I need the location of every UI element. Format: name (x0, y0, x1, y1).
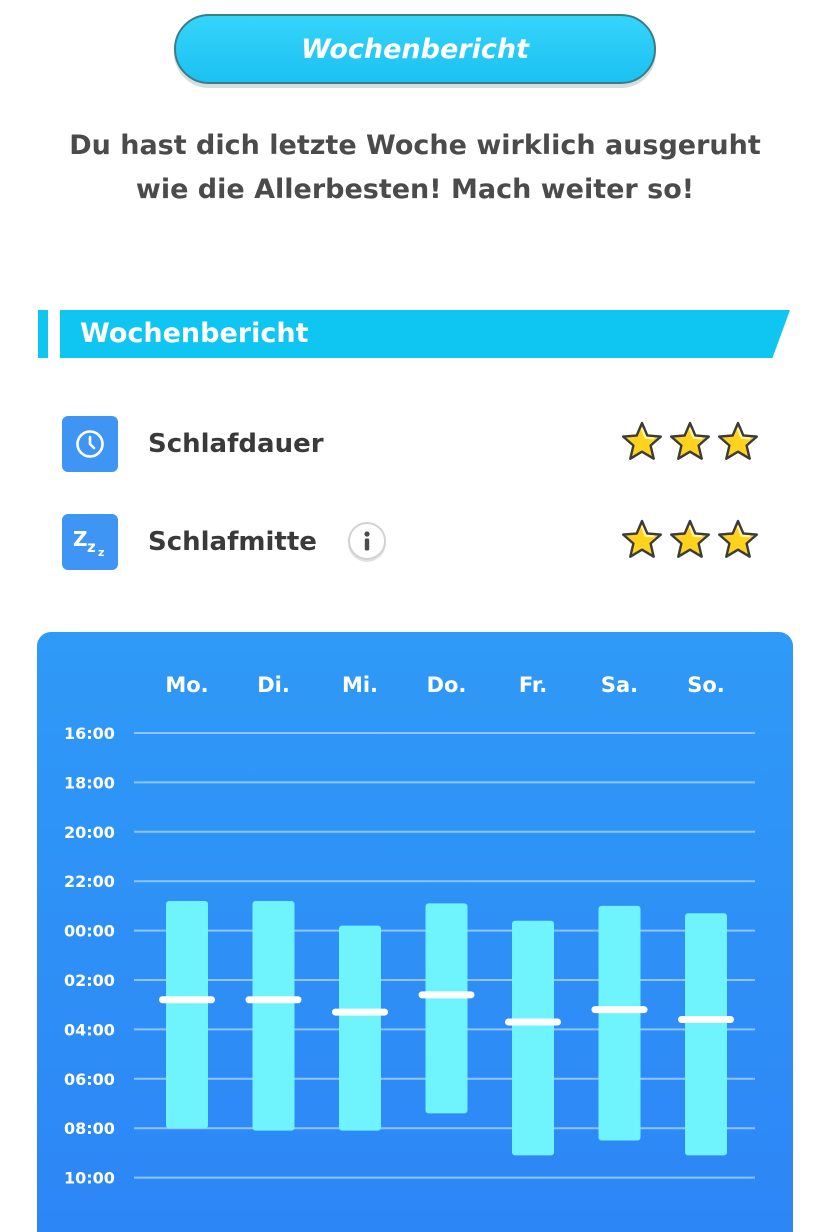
star-icon (718, 421, 758, 460)
sleep-midpoint-marker (418, 991, 475, 999)
rating-label: Schlafdauer (148, 429, 324, 459)
star-icon (718, 519, 758, 558)
y-tick-label: 02:00 (64, 971, 115, 990)
star-icon (622, 421, 662, 460)
summary-line-1: Du hast dich letzte Woche wirklich ausge… (69, 130, 761, 161)
day-label: Fr. (519, 673, 547, 697)
day-label: Mo. (165, 673, 208, 697)
star-icon (670, 519, 710, 558)
y-tick-label: 00:00 (64, 922, 115, 941)
info-icon[interactable] (348, 522, 386, 560)
sleep-bar (598, 905, 641, 1141)
star-rating (620, 420, 760, 464)
day-label: Mi. (342, 673, 378, 697)
star-rating (620, 518, 760, 562)
day-label: Sa. (601, 673, 638, 697)
section-header-background (60, 310, 790, 358)
sleep-midpoint-marker (245, 996, 302, 1004)
sleep-midpoint-marker (678, 1016, 734, 1024)
sleep-bar (425, 903, 468, 1114)
header-banner: Wochenbericht (174, 14, 656, 84)
y-tick-label: 20:00 (64, 823, 115, 842)
star-icon (622, 519, 662, 558)
y-tick-label: 08:00 (64, 1119, 115, 1138)
sleep-midpoint-marker (591, 1006, 648, 1014)
summary-line-2: wie die Allerbesten! Mach weiter so! (135, 174, 695, 205)
clock-icon (62, 416, 118, 472)
sleep-midpoint-marker (505, 1018, 561, 1026)
svg-text:z: z (98, 546, 104, 559)
y-tick-label: 06:00 (64, 1070, 115, 1089)
sleep-bar (685, 913, 727, 1156)
y-tick-label: 10:00 (64, 1169, 115, 1188)
y-tick-label: 16:00 (64, 724, 115, 743)
sleep-bar (512, 920, 554, 1156)
y-tick-label: 18:00 (64, 773, 115, 792)
summary-message: Du hast dich letzte Woche wirklich ausge… (40, 124, 790, 212)
rating-row-schlafmitte: Z z z Schlafmitte (62, 514, 762, 570)
rating-row-schlafdauer: Schlafdauer (62, 416, 762, 472)
sleep-bar (252, 900, 295, 1131)
sleep-bar (166, 900, 208, 1129)
sleep-midpoint-marker (332, 1008, 388, 1016)
sleep-midpoint-marker (159, 996, 215, 1004)
star-icon (670, 421, 710, 460)
day-label: Di. (257, 673, 290, 697)
day-label: Do. (427, 673, 467, 697)
y-tick-label: 22:00 (64, 872, 115, 891)
header-title: Wochenbericht (301, 33, 529, 65)
day-label: So. (687, 673, 725, 697)
zzz-icon: Z z z (62, 514, 118, 570)
y-tick-label: 04:00 (64, 1020, 115, 1039)
svg-text:z: z (87, 538, 96, 556)
section-header: Wochenbericht (38, 310, 790, 358)
sleep-chart: 16:00 18:00 20:00 22:00 00:00 02:00 04:00 06:00… (37, 632, 793, 1232)
sleep-chart-plot: 16:00 18:00 20:00 22:00 00:00 02:00 04:00 06:00… (64, 673, 755, 1188)
section-header-accent (38, 310, 48, 358)
section-title: Wochenbericht (80, 318, 309, 349)
rating-label: Schlafmitte (148, 527, 317, 557)
sleep-bar (339, 925, 381, 1131)
svg-text:Z: Z (73, 527, 88, 551)
